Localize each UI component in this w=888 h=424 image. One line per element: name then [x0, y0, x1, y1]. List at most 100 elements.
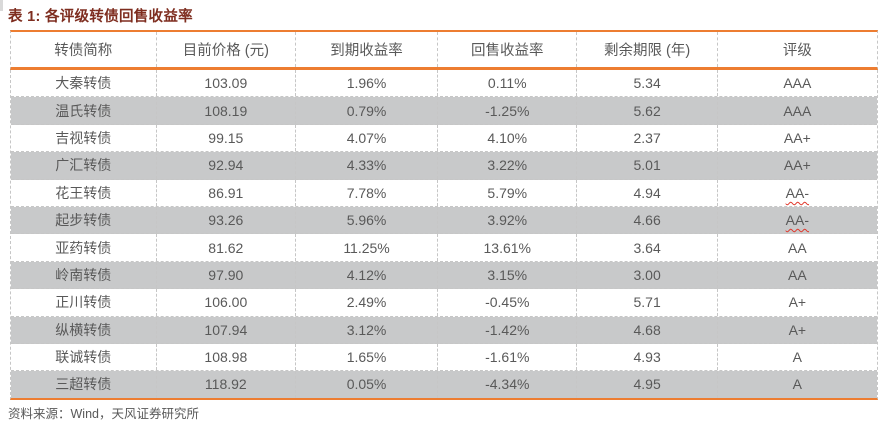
cell-put_yield: 3.22% — [437, 152, 576, 179]
cell-value: 86.91 — [208, 184, 244, 201]
cell-remaining_years: 4.68 — [576, 316, 716, 343]
cell-value: 92.94 — [208, 157, 244, 174]
cell-value: AA- — [785, 212, 810, 229]
cell-price: 92.94 — [155, 152, 295, 179]
cell-remaining_years: 5.34 — [576, 70, 716, 97]
table-row: 岭南转债 97.90 4.12% 3.15% 3.00 AA — [11, 261, 877, 290]
table-row: 吉视转债 99.15 4.07% 4.10% 2.37 AA+ — [11, 124, 877, 153]
cell-value: 5.01 — [633, 157, 661, 174]
cell-put_yield: -1.61% — [437, 343, 576, 371]
table-title: 表 1: 各评级转债回售收益率 — [8, 9, 193, 25]
cell-name: 正川转债 — [11, 289, 156, 315]
cell-value: 0.05% — [346, 376, 387, 393]
cell-value: 联诚转债 — [55, 349, 112, 366]
cell-value: 花王转债 — [55, 184, 112, 201]
cell-value: -0.45% — [485, 294, 530, 311]
cell-value: AA+ — [783, 157, 811, 174]
cell-value: 2.37 — [633, 129, 661, 146]
cell-value: 4.93 — [633, 349, 661, 366]
cell-price: 86.91 — [155, 179, 295, 206]
cell-ytm: 4.33% — [295, 152, 437, 179]
table-row: 正川转债 106.00 2.49% -0.45% 5.71 A+ — [11, 289, 877, 317]
screen-edge-artifact — [0, 0, 3, 11]
cell-remaining_years: 4.93 — [576, 343, 716, 371]
cell-value: 103.09 — [204, 75, 248, 92]
cell-value: 4.68 — [633, 321, 661, 338]
header-cell-price: 目前价格 (元) — [155, 32, 295, 67]
cell-price: 81.62 — [155, 234, 295, 261]
cell-remaining_years: 3.00 — [576, 261, 716, 289]
cell-price: 107.94 — [155, 316, 295, 343]
cell-put_yield: 5.79% — [437, 179, 576, 206]
cell-value: 4.12% — [346, 266, 387, 283]
cell-value: A — [792, 376, 803, 393]
table-row: 广汇转债 92.94 4.33% 3.22% 5.01 AA+ — [11, 152, 877, 180]
cell-ytm: 2.49% — [295, 289, 437, 316]
cell-name: 广汇转债 — [11, 152, 156, 178]
cell-name: 联诚转债 — [11, 344, 156, 370]
cell-name: 亚药转债 — [11, 234, 156, 260]
cell-name: 花王转债 — [11, 180, 156, 206]
cell-ytm: 4.07% — [295, 124, 437, 152]
cell-value: AA- — [785, 184, 810, 201]
cell-rating: AAA — [716, 70, 877, 97]
cell-value: AA+ — [783, 129, 811, 146]
cell-value: 1.96% — [346, 75, 387, 92]
cell-price: 108.98 — [155, 343, 295, 371]
table-body: 大秦转债 103.09 1.96% 0.11% 5.34 AAA 温氏转债 108.19 0.7… — [10, 70, 878, 400]
cell-rating: A+ — [716, 316, 877, 343]
cell-value: 起步转债 — [55, 212, 112, 229]
cell-name: 纵横转债 — [11, 317, 156, 343]
cell-value: 108.19 — [204, 102, 248, 119]
cell-value: 广汇转债 — [55, 157, 112, 174]
table-row: 花王转债 86.91 7.78% 5.79% 4.94 AA- — [11, 179, 877, 207]
cell-value: A+ — [788, 321, 807, 338]
cell-rating: A — [716, 343, 877, 371]
table-row: 联诚转债 108.98 1.65% -1.61% 4.93 A — [11, 343, 877, 372]
cell-ytm: 4.12% — [295, 261, 437, 289]
cell-value: 4.07% — [346, 129, 387, 146]
cell-value: 118.92 — [204, 376, 247, 393]
cell-value: 108.98 — [204, 349, 248, 366]
cell-value: 13.61% — [483, 239, 531, 256]
cell-rating: AA- — [716, 206, 877, 234]
cell-price: 106.00 — [155, 289, 295, 316]
cell-value: 3.15% — [487, 266, 528, 283]
cell-value: 3.12% — [346, 321, 387, 338]
cell-value: 4.95 — [633, 376, 661, 393]
cell-ytm: 7.78% — [295, 179, 437, 206]
source-note: 资料来源：Wind，天风证券研究所 — [8, 407, 199, 421]
cell-put_yield: -4.34% — [437, 371, 576, 398]
cell-rating: A+ — [716, 289, 877, 316]
cell-value: 三超转债 — [55, 376, 112, 393]
cell-ytm: 3.12% — [295, 316, 437, 343]
cell-put_yield: -0.45% — [437, 289, 576, 316]
cell-remaining_years: 4.95 — [576, 371, 716, 398]
cell-put_yield: 13.61% — [437, 234, 576, 261]
cell-value: AA — [788, 266, 807, 283]
cell-price: 118.92 — [155, 371, 295, 398]
cell-value: 3.00 — [633, 266, 661, 283]
cell-value: 5.71 — [633, 294, 661, 311]
header-cell-rating: 评级 — [716, 32, 877, 67]
cell-put_yield: -1.25% — [437, 97, 576, 124]
cell-value: 3.64 — [633, 239, 661, 256]
cell-value: 99.15 — [208, 129, 244, 146]
cell-value: A+ — [788, 294, 807, 311]
table-row: 温氏转债 108.19 0.79% -1.25% 5.62 AAA — [11, 97, 877, 125]
cell-value: 5.62 — [633, 102, 661, 119]
cell-value: A — [792, 349, 803, 366]
cell-ytm: 11.25% — [295, 234, 437, 261]
cell-put_yield: 3.15% — [437, 261, 576, 289]
cell-value: -1.42% — [485, 321, 530, 338]
cell-value: 107.94 — [204, 321, 248, 338]
header-cell-put_yield: 回售收益率 — [437, 32, 576, 67]
cell-name: 岭南转债 — [11, 262, 156, 288]
cell-rating: AA- — [716, 179, 877, 206]
cell-rating: A — [716, 371, 877, 398]
cell-price: 99.15 — [155, 124, 295, 152]
cell-rating: AA+ — [716, 124, 877, 152]
cell-value: 岭南转债 — [55, 266, 112, 283]
cell-remaining_years: 5.01 — [576, 152, 716, 179]
cell-value: 93.26 — [208, 212, 244, 229]
